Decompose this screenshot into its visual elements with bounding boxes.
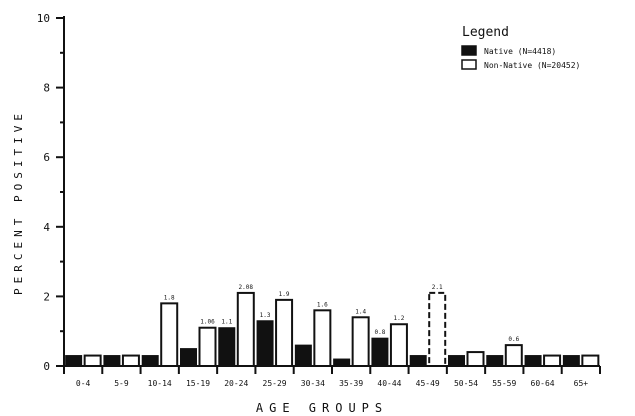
non-native-bar-label: 1.06 (200, 319, 215, 326)
legend: Legend Native (N=4418) Non-Native (N=20452… (461, 25, 580, 70)
non-native-bar (83, 354, 102, 367)
x-tick-label: 55-59 (492, 379, 516, 388)
native-bar-label: 1.1 (221, 319, 232, 326)
non-native-bar (313, 309, 332, 368)
x-tick-label: 60-64 (531, 379, 555, 388)
y-tick-label: 4 (43, 221, 50, 234)
y-tick-label: 2 (43, 290, 50, 303)
non-native-bar (236, 291, 255, 368)
x-tick-label: 30-34 (301, 379, 325, 388)
native-bar (103, 355, 121, 367)
x-axis: 0-4 5-9 10-14 15-19 20-24 25-29 30-34 35-39 40-4… (63, 365, 601, 388)
non-native-bar (581, 354, 600, 367)
non-native-bar (160, 302, 179, 367)
native-bar (371, 337, 389, 367)
x-tick-label: 65+ (574, 379, 589, 388)
legend-native-label: Native (N=4418) (484, 47, 556, 56)
native-bar (256, 320, 274, 367)
native-bar (486, 355, 504, 367)
non-native-bar (543, 354, 562, 367)
x-axis-title: AGE GROUPS (256, 401, 388, 415)
legend-native-swatch (461, 45, 477, 56)
x-tick-label: 10-14 (148, 379, 172, 388)
native-bar (180, 348, 197, 367)
native-bar (524, 355, 542, 367)
native-bar (65, 355, 83, 367)
x-tick-label: 45-49 (416, 379, 440, 388)
non-native-bar-label: 2.08 (239, 284, 254, 291)
non-native-bar (121, 354, 140, 367)
native-bar (333, 358, 351, 367)
y-axis-title: PERCENT POSITIVE (12, 109, 25, 295)
native-bar (448, 355, 465, 367)
x-tick-label: 15-19 (186, 379, 210, 388)
x-tick-label: 25-29 (263, 379, 287, 388)
axis-titles: AGE GROUPS PERCENT POSITIVE (12, 109, 388, 415)
native-bar-label: 0.8 (375, 329, 386, 336)
non-native-bar (389, 323, 408, 367)
native-bar (562, 355, 580, 367)
non-native-bar-label: 0.6 (508, 336, 519, 343)
x-tick-label: 20-24 (224, 379, 248, 388)
non-native-bar-label: 2.1 (432, 284, 443, 291)
non-native-bar (504, 344, 523, 367)
non-native-bar (275, 298, 294, 368)
native-bar (218, 327, 236, 367)
non-native-bar-label: 1.6 (317, 301, 328, 308)
y-tick-label: 8 (43, 82, 50, 95)
x-tick-label: 50-54 (454, 379, 478, 388)
non-native-bar-label: 1.2 (394, 315, 405, 322)
y-axis: 0 2 4 6 8 10 (37, 12, 65, 373)
non-native-bar (466, 351, 485, 367)
y-tick-label: 6 (43, 151, 50, 164)
x-tick-label: 0-4 (76, 379, 91, 388)
legend-title: Legend (462, 25, 509, 40)
native-bar (141, 355, 159, 367)
y-tick-label: 10 (37, 12, 50, 25)
x-tick-label: 40-44 (377, 379, 401, 388)
non-native-bar-label: 1.9 (279, 291, 290, 298)
x-tick-label: 5-9 (114, 379, 129, 388)
bar-layer: 1.8 1.06 1.1 2.08 1.3 1.9 1.6 1.4 0.8 1.2 2.1 0.6 (65, 284, 600, 368)
legend-non-native-label: Non-Native (N=20452) (484, 61, 580, 70)
x-tick-label: 35-39 (339, 379, 363, 388)
legend-non-native-swatch (461, 59, 477, 70)
native-bar-label: 1.3 (260, 312, 271, 319)
non-native-bar (351, 316, 370, 367)
non-native-bar (198, 326, 217, 367)
non-native-bar (428, 291, 447, 368)
native-bar (294, 344, 312, 367)
y-tick-label: 0 (43, 360, 50, 373)
native-bar (409, 355, 427, 367)
non-native-bar-label: 1.4 (355, 308, 366, 315)
non-native-bar-label: 1.8 (164, 294, 175, 301)
